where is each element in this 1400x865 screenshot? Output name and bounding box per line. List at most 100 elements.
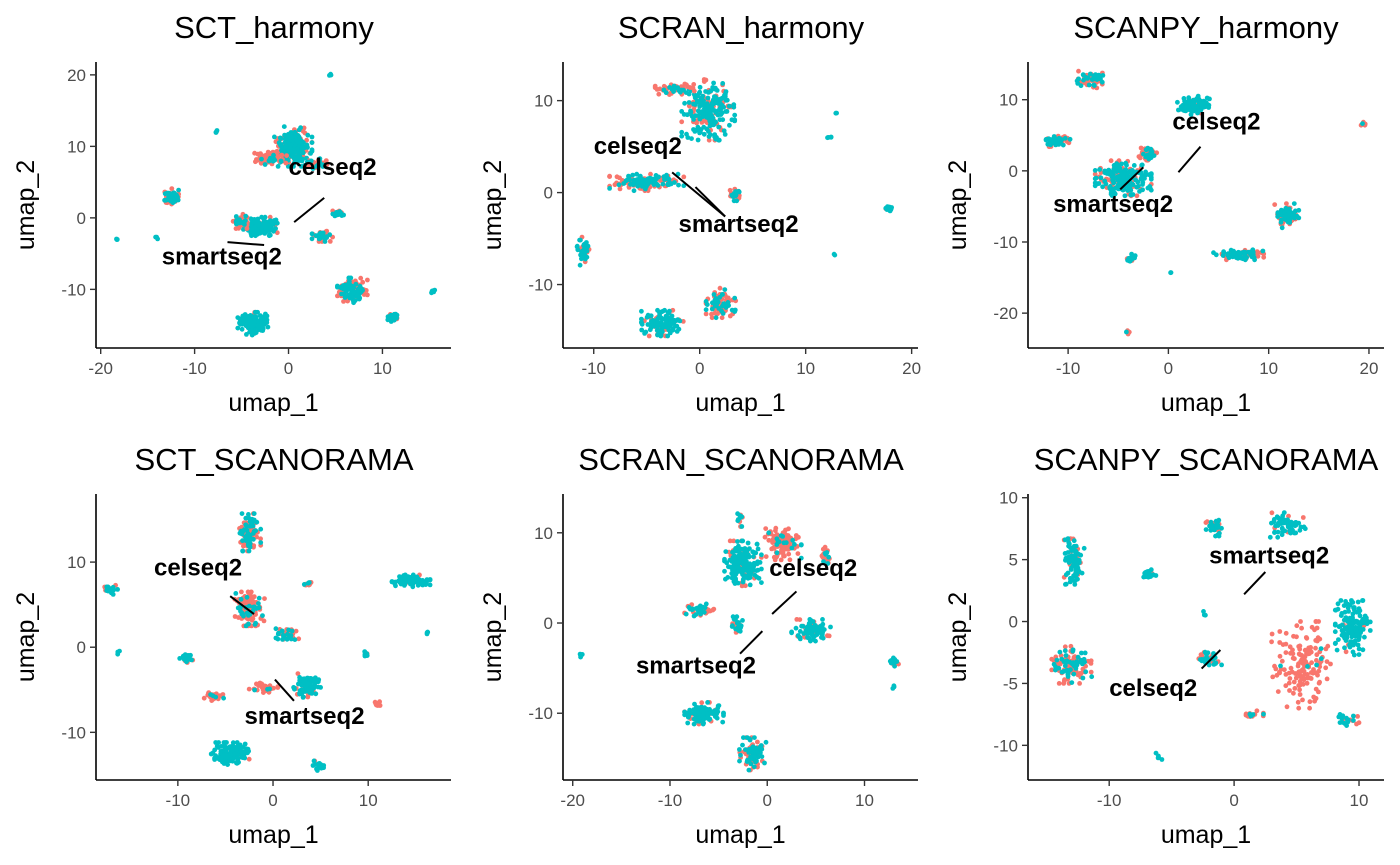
y-axis-title: umap_2 — [12, 160, 40, 250]
cell-point — [1295, 663, 1301, 669]
y-tick-label: -10 — [61, 723, 86, 742]
cell-point — [708, 122, 713, 128]
cell-point — [1062, 648, 1068, 654]
cell-point — [1271, 517, 1277, 522]
cell-point — [240, 611, 246, 616]
cell-point — [655, 332, 660, 338]
cell-point — [1201, 609, 1206, 614]
cell-point — [1273, 523, 1278, 529]
cell-point — [358, 275, 364, 281]
cell-point — [800, 623, 806, 629]
cell-point — [654, 181, 660, 187]
cell-point — [1159, 757, 1165, 762]
cell-point — [1349, 628, 1354, 633]
cell-point — [716, 124, 722, 130]
label-leader-line — [771, 590, 798, 615]
cell-point — [299, 144, 305, 150]
cell-point — [739, 524, 745, 529]
x-tick-label: 20 — [1359, 359, 1378, 378]
cell-point — [1071, 538, 1077, 544]
cell-point — [693, 606, 699, 611]
cell-point — [1075, 654, 1081, 660]
cell-point — [697, 116, 703, 122]
cell-point — [1098, 175, 1104, 181]
cell-point — [713, 315, 719, 321]
cell-point — [1074, 662, 1080, 668]
cell-point — [1357, 613, 1363, 619]
cell-point — [1115, 175, 1121, 180]
y-axis-title: umap_2 — [479, 592, 507, 682]
cell-point — [648, 319, 654, 324]
y-tick-label: -10 — [993, 736, 1018, 755]
cell-point — [658, 328, 664, 333]
cell-point — [736, 552, 742, 558]
cell-point — [1186, 95, 1192, 101]
cell-point — [1338, 613, 1344, 618]
y-tick-label: 0 — [1009, 162, 1018, 181]
cell-point — [1351, 652, 1357, 658]
cell-point — [278, 158, 284, 164]
cell-point — [424, 630, 430, 635]
cell-point — [581, 247, 587, 253]
cell-point — [1241, 255, 1247, 260]
cell-point — [716, 703, 722, 708]
cell-point — [1281, 510, 1287, 515]
cell-point — [1272, 202, 1278, 208]
cell-point — [1086, 82, 1092, 88]
cell-point — [627, 177, 633, 183]
cell-point — [681, 183, 687, 189]
cell-point — [630, 182, 636, 188]
cell-point — [812, 623, 817, 629]
cell-point — [1216, 517, 1222, 523]
cell-point — [654, 328, 660, 333]
cell-point — [1303, 635, 1309, 640]
cell-point — [1080, 72, 1086, 78]
cell-point — [266, 150, 272, 156]
cell-point — [1191, 97, 1196, 103]
cell-point — [1277, 669, 1282, 675]
cell-point — [724, 97, 730, 103]
cell-point — [1288, 665, 1294, 671]
cell-point — [699, 700, 705, 706]
cell-point — [828, 134, 834, 140]
cell-point — [1308, 676, 1314, 681]
cell-point — [691, 707, 697, 712]
cell-point — [297, 137, 303, 142]
cell-point — [653, 173, 659, 178]
cell-point — [1053, 664, 1058, 670]
cell-point — [176, 187, 182, 193]
cell-point — [1114, 161, 1120, 167]
label-leader-line — [1177, 146, 1202, 173]
cell-point — [648, 171, 653, 177]
cell-point — [1063, 557, 1068, 563]
cell-point — [1287, 676, 1293, 681]
cell-point — [327, 239, 333, 244]
cell-point — [1063, 572, 1069, 578]
cell-point — [1297, 687, 1302, 693]
cell-point — [1311, 694, 1317, 700]
cell-point — [168, 198, 174, 204]
cell-point — [1283, 683, 1289, 689]
cell-point — [1088, 669, 1094, 675]
cell-point — [808, 638, 813, 644]
cell-point — [1302, 526, 1308, 532]
cell-point — [701, 131, 707, 137]
cell-point — [735, 539, 740, 544]
cell-point — [1340, 720, 1345, 725]
cell-point — [265, 686, 270, 692]
cell-point — [1203, 527, 1209, 532]
cell-point — [352, 298, 358, 303]
cell-point — [1051, 134, 1057, 139]
cell-point — [396, 578, 402, 584]
cell-point — [1091, 82, 1097, 88]
cell-point — [1316, 680, 1322, 686]
cell-point — [749, 562, 755, 568]
cluster-label-celseq2: celseq2 — [289, 154, 377, 181]
cell-point — [1296, 705, 1302, 711]
cell-point — [708, 110, 713, 116]
cluster-label-smartseq2: smartseq2 — [1053, 191, 1173, 218]
cell-point — [304, 159, 310, 165]
cell-point — [699, 708, 705, 713]
x-tick-label: -10 — [581, 359, 606, 378]
cell-point — [269, 221, 275, 227]
